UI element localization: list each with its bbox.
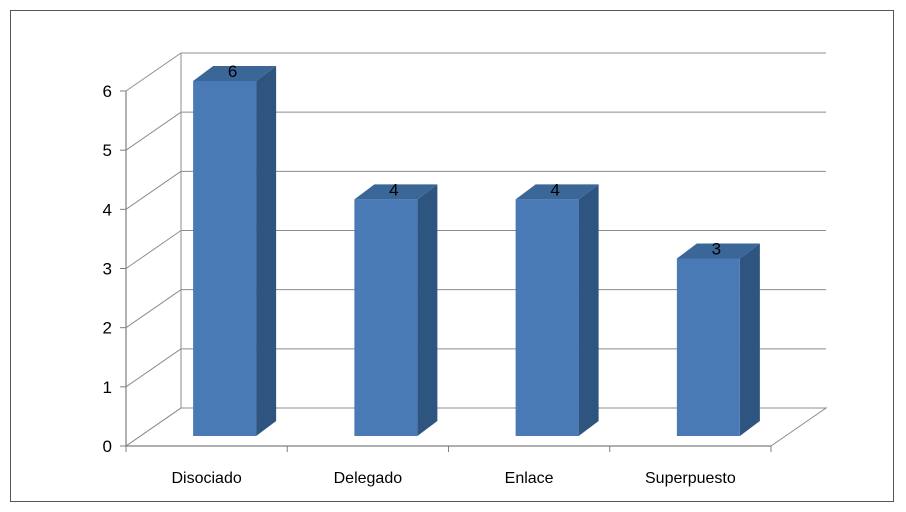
bar-side <box>417 184 438 436</box>
y-tick-label: 2 <box>103 319 112 338</box>
x-category-label: Disociado <box>171 470 241 487</box>
data-label: 4 <box>550 180 559 199</box>
bar-side <box>578 184 599 436</box>
bar-front <box>354 199 418 436</box>
x-category-label: Superpuesto <box>645 470 736 487</box>
y-tick-label: 1 <box>103 378 112 397</box>
bar-layer <box>193 66 760 436</box>
data-label: 3 <box>712 240 721 259</box>
bar-front <box>676 258 740 436</box>
bar-superpuesto <box>676 243 760 436</box>
data-label: 4 <box>389 180 398 199</box>
label-layer: 0 1 2 3 4 5 6 6 Disociado 4 Delegado 4 Enlace 3 Superp… <box>103 62 736 487</box>
bar-top <box>676 243 760 259</box>
y-tick-label: 4 <box>103 200 112 219</box>
chart-frame: 0 1 2 3 4 5 6 6 Disociado 4 Delegado 4 Enlace 3 Superp… <box>10 10 894 502</box>
bar-chart: 0 1 2 3 4 5 6 6 Disociado 4 Delegado 4 Enlace 3 Superp… <box>103 52 828 487</box>
gridline-side <box>125 289 182 329</box>
gridline-side <box>125 230 182 269</box>
bar-top <box>354 184 438 200</box>
x-category-label: Enlace <box>505 470 554 487</box>
bar-front <box>193 81 257 436</box>
y-tick-label: 5 <box>103 141 112 160</box>
gridline-side <box>125 170 182 210</box>
bar-front <box>515 199 579 436</box>
axis-layer <box>120 90 772 452</box>
gridline-side <box>125 52 182 92</box>
bar-delegado <box>354 184 438 436</box>
bar-enlace <box>515 184 599 436</box>
y-tick-label: 0 <box>103 437 112 456</box>
x-category-label: Delegado <box>334 470 403 487</box>
gridline-side <box>125 111 182 151</box>
bar-top <box>515 184 599 200</box>
y-tick-label: 6 <box>103 82 112 101</box>
grid-layer <box>124 52 828 447</box>
y-tick-label: 3 <box>103 260 112 279</box>
bar-side <box>739 243 760 436</box>
bar-top <box>193 66 277 81</box>
gridline-side <box>125 348 182 388</box>
data-label: 6 <box>228 62 237 81</box>
bar-disociado <box>193 66 277 436</box>
bar-side <box>256 66 277 436</box>
